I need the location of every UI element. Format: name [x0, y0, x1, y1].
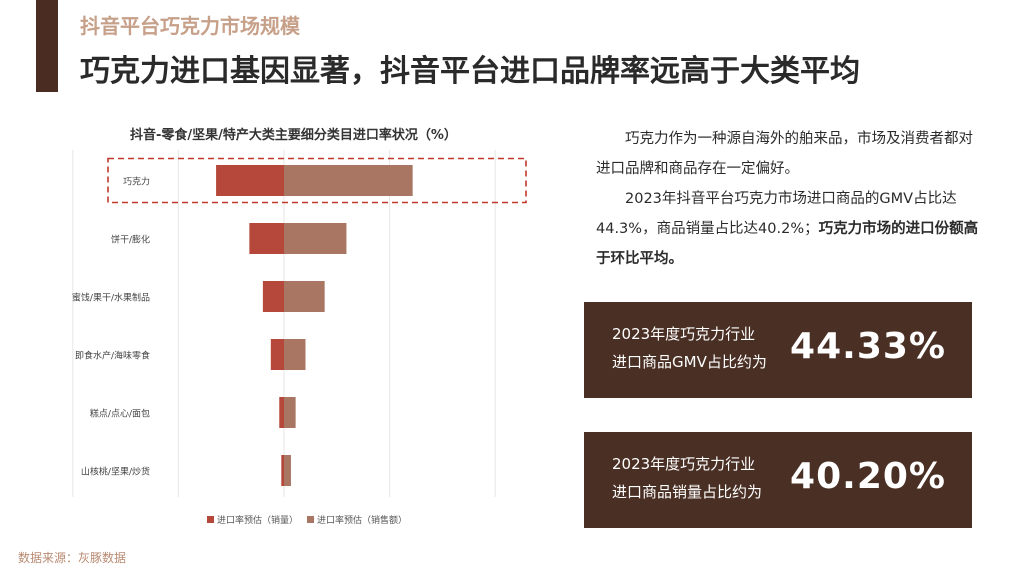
- category-label: 蜜饯/果干/水果制品: [72, 292, 150, 304]
- stat-label: 2023年度巧克力行业 进口商品销量占比约为: [612, 450, 812, 506]
- bar-sales-volume: [263, 281, 284, 312]
- category-label: 糕点/点心/面包: [90, 408, 150, 420]
- stat-label-line1: 2023年度巧克力行业: [612, 450, 812, 478]
- chart-title: 抖音-零食/坚果/特产大类主要细分类目进口率状况（%）: [130, 124, 457, 143]
- stat-box-volume: 2023年度巧克力行业 进口商品销量占比约为 40.20%: [584, 432, 972, 528]
- category-label: 饼干/膨化: [111, 234, 150, 246]
- stat-value: 44.33%: [790, 326, 946, 367]
- legend-label: 进口率预估（销量）: [217, 514, 298, 526]
- stat-label: 2023年度巧克力行业 进口商品GMV占比约为: [612, 320, 812, 376]
- bar-sales-value: [284, 455, 291, 486]
- chart-legend: 进口率预估（销量） 进口率预估（销售额）: [207, 514, 407, 526]
- bar-sales-volume: [279, 397, 284, 428]
- intro-paragraph: 巧克力作为一种源自海外的舶来品，市场及消费者都对进口品牌和商品存在一定偏好。 2…: [596, 124, 982, 274]
- bar-sales-value: [284, 223, 346, 254]
- bar-sales-volume: [271, 339, 284, 370]
- stat-box-gmv: 2023年度巧克力行业 进口商品GMV占比约为 44.33%: [584, 302, 972, 398]
- page-title: 巧克力进口基因显著，抖音平台进口品牌率远高于大类平均: [80, 46, 860, 90]
- data-source: 数据来源：灰豚数据: [18, 549, 126, 566]
- bar-sales-volume: [249, 223, 284, 254]
- legend-label: 进口率预估（销售额）: [317, 514, 407, 526]
- stat-value: 40.20%: [790, 456, 946, 497]
- paragraph-1: 巧克力作为一种源自海外的舶来品，市场及消费者都对进口品牌和商品存在一定偏好。: [596, 124, 982, 184]
- category-label: 山核桃/坚果/炒货: [81, 466, 150, 478]
- paragraph-2: 2023年抖音平台巧克力市场进口商品的GMV占比达44.3%，商品销量占比达40…: [596, 184, 982, 274]
- category-label: 即食水产/海味零食: [75, 350, 150, 362]
- stat-label-line2: 进口商品GMV占比约为: [612, 348, 812, 376]
- legend-swatch: [307, 516, 314, 523]
- page-subtitle: 抖音平台巧克力市场规模: [80, 10, 300, 39]
- bar-sales-value: [284, 339, 305, 370]
- category-label: 巧克力: [123, 176, 150, 188]
- bar-sales-volume: [281, 455, 284, 486]
- bar-sales-value: [284, 281, 325, 312]
- stat-label-line2: 进口商品销量占比约为: [612, 478, 812, 506]
- bar-sales-value: [284, 165, 413, 196]
- bar-sales-volume: [216, 165, 284, 196]
- stat-label-line1: 2023年度巧克力行业: [612, 320, 812, 348]
- accent-bar: [36, 0, 58, 92]
- legend-swatch: [207, 516, 214, 523]
- butterfly-bar-chart: 巧克力饼干/膨化蜜饯/果干/水果制品即食水产/海味零食糕点/点心/面包山核桃/坚…: [60, 145, 550, 537]
- bar-sales-value: [284, 397, 296, 428]
